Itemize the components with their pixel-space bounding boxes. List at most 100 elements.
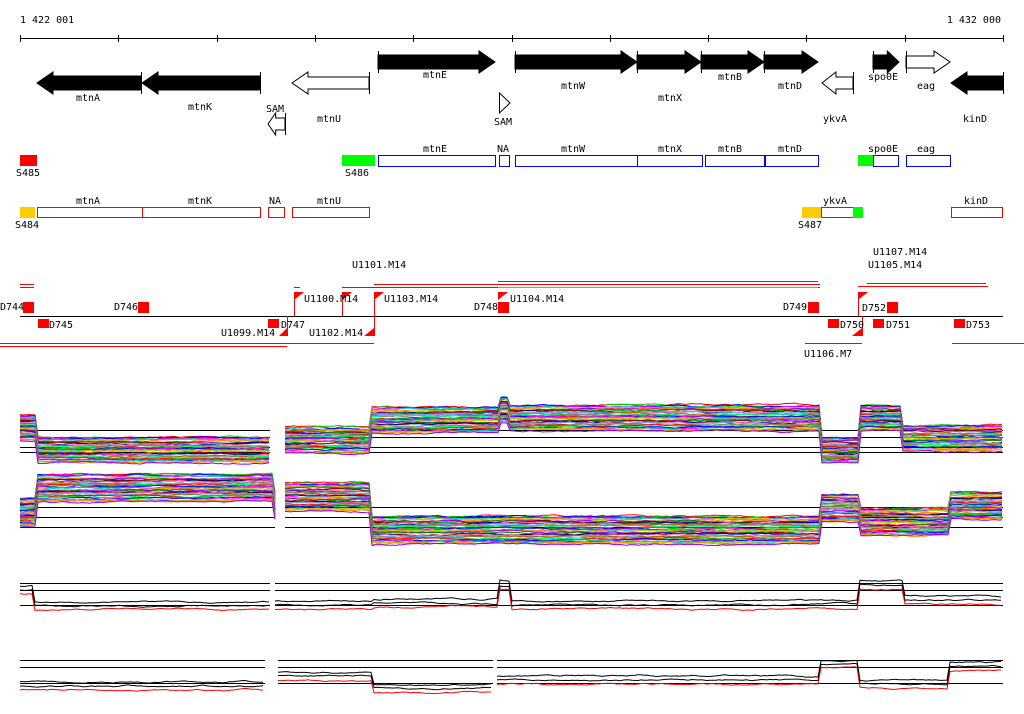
expression-profile-line: [284, 409, 1003, 451]
transcript-box[interactable]: [705, 155, 765, 167]
feature-marker[interactable]: [808, 302, 819, 313]
expression-profile-line: [284, 422, 1003, 464]
gene-arrow: [514, 50, 638, 74]
feature-label: D745: [49, 320, 73, 331]
segment-marker[interactable]: [342, 155, 375, 166]
expression-profile-line: [19, 498, 276, 526]
feature-label: D744: [0, 302, 24, 313]
segment-marker[interactable]: [20, 155, 37, 166]
gene-arrow-reverse[interactable]: [141, 71, 261, 95]
scale-end-label: 1 432 000: [947, 15, 1001, 26]
gene-arrow-forward[interactable]: [905, 50, 951, 74]
feature-marker[interactable]: [498, 302, 509, 313]
transcript-box[interactable]: [499, 155, 510, 167]
feature-marker[interactable]: [38, 319, 49, 328]
gene-track: [36, 49, 1004, 137]
gene-arrow: [763, 50, 819, 74]
transcript-box[interactable]: [951, 207, 1003, 218]
transcript-box[interactable]: [906, 155, 951, 167]
feature-marker[interactable]: [873, 319, 884, 328]
flag-marker[interactable]: [364, 328, 374, 336]
feature-marker[interactable]: [828, 319, 839, 328]
gene-arrow: [377, 50, 496, 74]
gene-arrow-reverse[interactable]: [36, 71, 142, 95]
transcript-box[interactable]: [268, 207, 285, 218]
expression-profile-line: [284, 406, 1003, 449]
gene-arrow-reverse[interactable]: [950, 71, 1004, 95]
gene-arrow-forward[interactable]: [377, 50, 496, 74]
gene-arrow-forward[interactable]: [700, 50, 765, 74]
gene-arrow-reverse[interactable]: [821, 70, 854, 96]
transcript-box[interactable]: [821, 207, 854, 218]
segment-marker[interactable]: [858, 155, 873, 166]
expression-profile-line: [19, 414, 269, 441]
transcript-label: mtnB: [718, 144, 742, 155]
flag-marker[interactable]: [279, 328, 287, 336]
expression-profile-line: [20, 483, 276, 511]
expression-profile-line: [19, 494, 276, 522]
expression-profile-line: [20, 433, 270, 459]
expression-profile-line: [20, 487, 276, 515]
feature-label: D750: [840, 320, 864, 331]
transcript-box[interactable]: [765, 155, 819, 167]
gene-label: eag: [917, 81, 935, 92]
gene-label: mtnX: [658, 93, 682, 104]
transcript-box[interactable]: [637, 155, 703, 167]
expression-panel-4: [19, 659, 1003, 695]
gene-arrow: [872, 49, 900, 75]
segment-marker[interactable]: [853, 207, 863, 218]
flag-marker[interactable]: [374, 292, 384, 300]
transcript-box[interactable]: [292, 207, 370, 218]
transcript-box[interactable]: [142, 207, 261, 218]
segment-marker[interactable]: [20, 207, 35, 218]
expression-profile-line: [278, 674, 492, 691]
flag-marker[interactable]: [342, 292, 352, 300]
gene-arrow-reverse[interactable]: [291, 71, 370, 95]
transcript-box[interactable]: [515, 155, 638, 167]
expression-profile-line: [284, 405, 1002, 447]
gene-arrow-forward[interactable]: [514, 50, 638, 74]
gene-label: mtnD: [778, 81, 802, 92]
feature-marker[interactable]: [268, 319, 279, 328]
feature-marker[interactable]: [887, 302, 898, 313]
expression-plots: [19, 396, 1003, 695]
expression-profile-line: [284, 481, 1003, 518]
expression-profile-line: [284, 500, 1002, 537]
gene-arrow-forward[interactable]: [763, 50, 819, 74]
gene-label: mtnB: [718, 72, 742, 83]
expression-profile-line: [19, 593, 270, 612]
flag-marker[interactable]: [294, 292, 304, 300]
gene-arrow: [700, 50, 765, 74]
riboswitch-icon[interactable]: [267, 111, 286, 137]
expression-profile-line: [284, 483, 1002, 521]
transcript-box[interactable]: [873, 155, 899, 167]
gene-label: mtnA: [76, 93, 100, 104]
flag-marker[interactable]: [858, 292, 868, 300]
gene-label: spo0E: [868, 72, 898, 83]
expression-profile-line: [284, 509, 1003, 547]
segment-label: S487: [798, 220, 822, 231]
transcript-label: eag: [917, 144, 935, 155]
feature-marker[interactable]: [954, 319, 965, 328]
expression-profile-line: [277, 679, 491, 695]
gene-arrow: [636, 50, 702, 74]
expression-profile-line: [19, 428, 270, 454]
segment-label: S484: [15, 220, 39, 231]
segment-marker[interactable]: [802, 207, 821, 218]
gene-arrow-forward[interactable]: [872, 49, 900, 75]
flag-marker[interactable]: [498, 292, 508, 300]
gene-arrow: [36, 71, 142, 95]
feature-marker[interactable]: [138, 302, 149, 313]
gene-arrow-forward[interactable]: [636, 50, 702, 74]
transcript-box[interactable]: [37, 207, 143, 218]
flag-marker[interactable]: [852, 328, 862, 336]
expression-profile-line: [19, 416, 269, 441]
expression-profile-line: [19, 479, 276, 507]
feature-label: D751: [886, 320, 910, 331]
transcript-box[interactable]: [378, 155, 496, 167]
expression-profile-line: [284, 417, 1003, 459]
feature-marker[interactable]: [23, 302, 34, 313]
expression-profile-line: [19, 679, 264, 684]
expression-profile-line: [284, 418, 1003, 462]
